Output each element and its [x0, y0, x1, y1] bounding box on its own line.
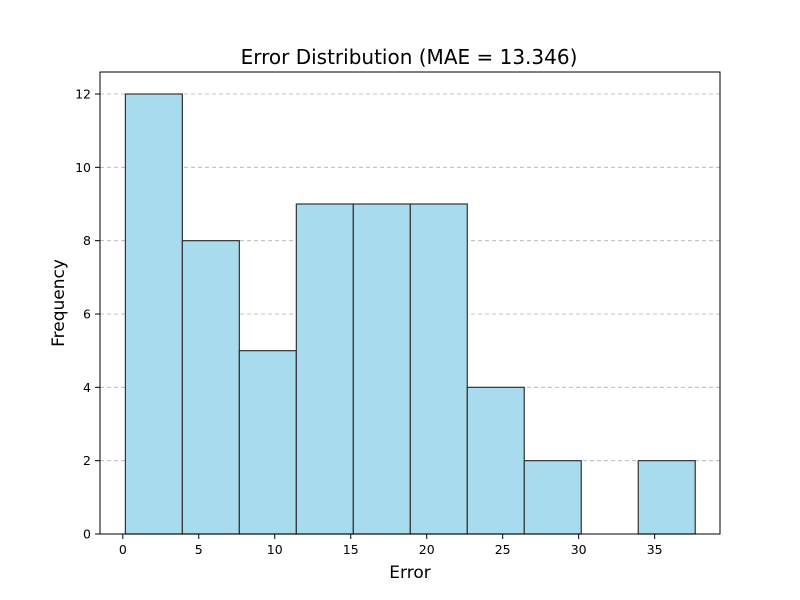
bars [124, 93, 696, 535]
x-tick-label: 15 [343, 542, 359, 557]
histogram-bar [409, 203, 468, 535]
x-tick-label: 0 [119, 542, 127, 557]
y-tick-label: 10 [75, 160, 91, 175]
x-tick-label: 30 [571, 542, 587, 557]
x-tick-label: 35 [647, 542, 663, 557]
x-tick-label: 25 [495, 542, 511, 557]
plot-frame [99, 71, 721, 535]
histogram-bar [238, 350, 297, 535]
y-tick-label: 8 [83, 233, 91, 248]
histogram-bar [466, 386, 525, 535]
y-tick-label: 6 [83, 307, 91, 322]
x-axis-label: Error [389, 563, 430, 583]
x-tick-label: 10 [267, 542, 283, 557]
y-tick-label: 12 [75, 87, 91, 102]
y-axis-label: Frequency [49, 259, 69, 347]
histogram-bar [295, 203, 354, 535]
histogram-bar [352, 203, 411, 535]
histogram-bar [124, 93, 183, 535]
x-axis-ticks: 0 5 10 15 20 25 30 35 [119, 534, 663, 557]
histogram-bar [181, 240, 240, 535]
y-axis-ticks: 0 2 4 6 8 10 12 [75, 87, 100, 542]
histogram-bar [637, 460, 696, 535]
histogram-bar [523, 460, 582, 535]
chart-title: Error Distribution (MAE = 13.346) [241, 45, 578, 69]
y-tick-label: 0 [83, 527, 91, 542]
y-tick-label: 4 [83, 380, 91, 395]
x-tick-label: 20 [419, 542, 435, 557]
y-tick-label: 2 [83, 453, 91, 468]
x-tick-label: 5 [195, 542, 203, 557]
